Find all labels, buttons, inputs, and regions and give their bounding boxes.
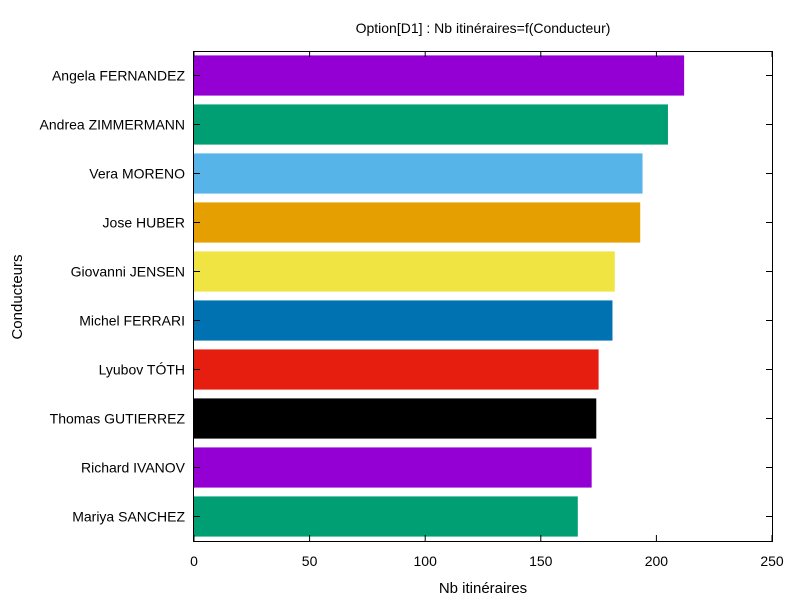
category-label: Michel FERRARI — [79, 313, 185, 329]
plot-frame — [193, 51, 773, 542]
category-label: Giovanni JENSEN — [71, 264, 185, 280]
x-axis-label: Nb itinéraires — [439, 580, 527, 597]
x-tick-label: 0 — [190, 553, 198, 569]
category-label: Angela FERNANDEZ — [52, 68, 185, 84]
x-tick-label: 150 — [529, 553, 553, 569]
category-label: Andrea ZIMMERMANN — [40, 117, 185, 133]
bar — [194, 300, 613, 341]
x-tick-label: 250 — [760, 553, 784, 569]
chart-title: Option[D1] : Nb itinéraires=f(Conducteur… — [356, 20, 611, 36]
bar — [194, 202, 641, 243]
bar — [194, 104, 668, 145]
bar — [194, 496, 578, 537]
category-label: Vera MORENO — [89, 166, 185, 182]
bar — [194, 153, 643, 194]
category-label: Lyubov TÓTH — [99, 362, 185, 378]
x-ticks: 0 50 100 150 200 250 — [190, 51, 784, 569]
bar — [194, 349, 599, 390]
category-label: Jose HUBER — [103, 215, 185, 231]
x-tick-label: 50 — [302, 553, 318, 569]
bar — [194, 447, 592, 488]
bar — [194, 55, 685, 96]
category-label: Mariya SANCHEZ — [72, 509, 185, 525]
category-label: Thomas GUTIERREZ — [50, 411, 186, 427]
bars-group — [194, 55, 685, 537]
category-labels: Angela FERNANDEZ Andrea ZIMMERMANN Vera MO… — [40, 68, 186, 525]
bar — [194, 398, 597, 439]
category-label: Richard IVANOV — [81, 460, 186, 476]
x-tick-label: 100 — [414, 553, 438, 569]
bar — [194, 251, 615, 292]
x-tick-label: 200 — [645, 553, 669, 569]
y-axis-label: Conducteurs — [9, 254, 26, 339]
